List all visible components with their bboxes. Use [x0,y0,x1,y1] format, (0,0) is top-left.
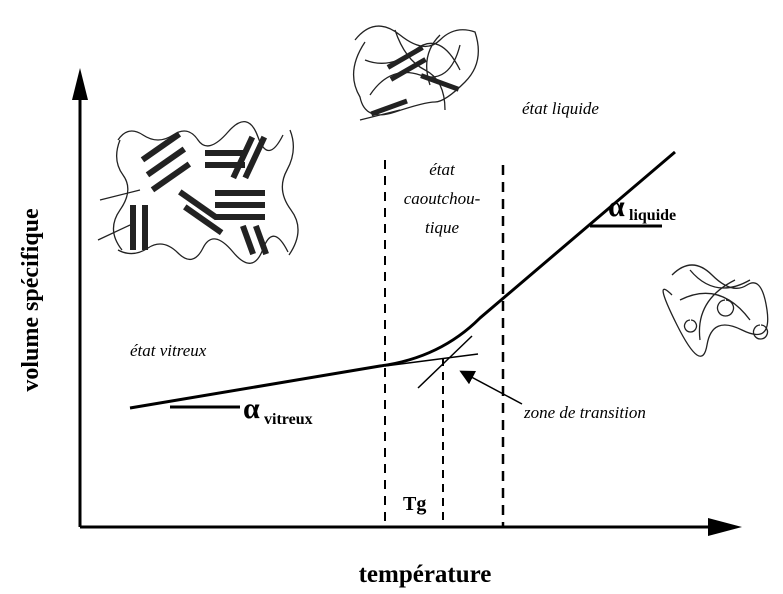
region-label: état [429,160,456,179]
alpha-subscript: liquide [629,207,676,224]
tg-label: Tg [403,493,426,515]
region-label: caoutchou- [404,189,481,208]
alpha-symbol: α [608,190,625,223]
y-arrow [72,68,88,100]
x-axis-label: température [359,561,492,588]
region-label: état liquide [522,99,599,118]
tangent [384,353,479,367]
x-arrow [708,518,742,536]
rubbery-sketch [353,25,479,121]
alpha-symbol: α [243,392,260,425]
glassy-sketch [97,121,299,264]
y-axis-label: volume spécifique [18,208,44,392]
region-label: tique [425,218,459,237]
tangent [417,335,473,389]
pointer-arrow [459,370,523,405]
region-label: état vitreux [130,341,207,360]
alpha-subscript: vitreux [264,411,313,428]
volume-curve [129,150,676,410]
liquid-sketch [662,264,769,357]
transition-label: zone de transition [523,403,646,422]
